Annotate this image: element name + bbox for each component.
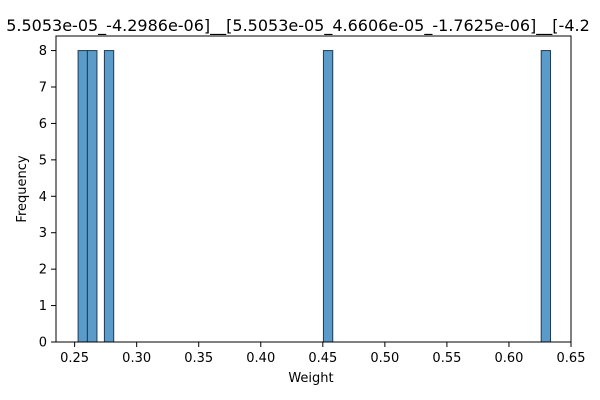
y-tick-label: 1 [39, 299, 47, 314]
bars-group [77, 50, 552, 343]
histogram-bar-0 [77, 50, 88, 343]
x-tick-label: 0.45 [308, 351, 337, 366]
chart-title: 5.5053e-05_-4.2986e-06]__[5.5053e-05_4.6… [6, 16, 590, 36]
x-tick-label: 0.40 [246, 351, 275, 366]
y-tick-label: 6 [39, 117, 47, 132]
x-axis-label: Weight [288, 371, 333, 386]
x-axis: 0.25 0.30 0.35 0.40 0.45 0.50 0.55 0.60 0.65 [60, 342, 585, 366]
x-tick-label: 0.60 [494, 351, 523, 366]
x-tick-label: 0.55 [432, 351, 461, 366]
y-tick-label: 8 [39, 44, 47, 59]
histogram-bar-3 [322, 50, 334, 343]
y-tick-label: 0 [39, 336, 47, 351]
histogram-bar-2 [103, 50, 115, 343]
plot-frame [55, 35, 572, 343]
y-tick-label: 2 [39, 263, 47, 278]
y-tick-label: 4 [39, 190, 47, 205]
y-tick-label: 5 [39, 153, 47, 168]
x-tick-label: 0.35 [184, 351, 213, 366]
y-tick-label: 7 [39, 81, 47, 96]
x-tick-label: 0.50 [370, 351, 399, 366]
y-axis-label: Frequency [15, 155, 30, 222]
x-tick-label: 0.65 [557, 351, 586, 366]
x-tick-label: 0.30 [122, 351, 151, 366]
y-axis: 0 1 2 3 4 5 6 7 8 [39, 44, 56, 351]
y-tick-label: 3 [39, 226, 47, 241]
histogram-bar-1 [86, 50, 98, 343]
histogram-bar-4 [540, 50, 552, 343]
x-tick-label: 0.25 [60, 351, 89, 366]
